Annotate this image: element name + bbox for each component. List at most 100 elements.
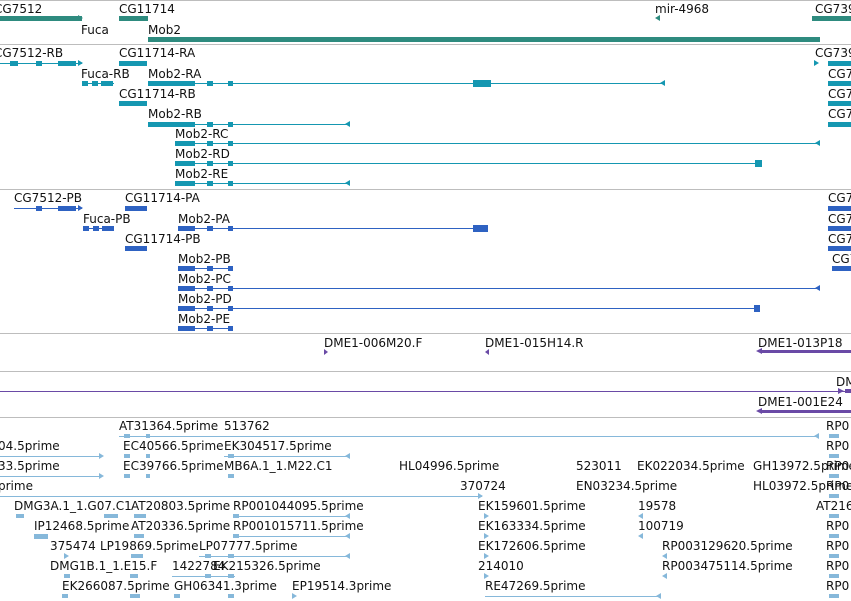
gene-label-cg739[interactable]: CG739 <box>815 2 851 16</box>
protein-label-cg7-4[interactable]: CG7 <box>832 252 851 266</box>
est-label[interactable]: DMG1B.1_1.E15.F <box>50 559 158 573</box>
gene-label-mob2[interactable]: Mob2 <box>148 23 181 37</box>
est-label[interactable]: DMG3A.1_1.G07.C1 <box>14 499 132 513</box>
est-label[interactable]: HL03972.5prime <box>753 479 851 493</box>
protein-exon <box>58 206 76 211</box>
protein-label-cg11714-pb[interactable]: CG11714-PB <box>125 232 201 246</box>
est-label[interactable]: LP19869.5prime <box>100 539 199 553</box>
transcript-label-mob2-rd[interactable]: Mob2-RD <box>175 147 230 161</box>
protein-label-mob2-pa[interactable]: Mob2-PA <box>178 212 230 226</box>
est-label[interactable]: AT31364.5prime <box>119 419 219 433</box>
est-label[interactable]: 513762 <box>224 419 270 433</box>
est-label[interactable]: 33.5prime <box>0 459 60 473</box>
protein-label-cg7-3[interactable]: CG7 <box>828 232 851 246</box>
est-label[interactable]: GH06341.3prime <box>174 579 277 593</box>
gene-label-fuca[interactable]: Fuca <box>81 23 109 37</box>
est-label[interactable]: GH13972.5prime <box>753 459 851 473</box>
est-label[interactable]: 214010 <box>478 559 524 573</box>
transcript-label-cg7-2[interactable]: CG7 <box>828 87 851 101</box>
transcript-label-mob2-rb[interactable]: Mob2-RB <box>148 107 202 121</box>
transcript-label-cg739-r[interactable]: CG739 <box>815 46 851 60</box>
est-label[interactable]: EK215326.5prime <box>213 559 321 573</box>
protein-exon <box>228 306 233 311</box>
transcript-exon <box>828 122 851 127</box>
est-label[interactable]: RP0 <box>826 559 850 573</box>
transcript-intron <box>175 163 762 164</box>
gene-feature-cg7512[interactable] <box>0 16 82 21</box>
est-label[interactable]: RP0 <box>826 539 850 553</box>
est-label[interactable]: RP0 <box>826 439 850 453</box>
gene-label-cg11714[interactable]: CG11714 <box>119 2 175 16</box>
gene-label-mir-4968[interactable]: mir-4968 <box>655 2 710 16</box>
est-label[interactable]: RE47269.5prime <box>485 579 586 593</box>
est-label[interactable]: RP003475114.5prime <box>662 559 793 573</box>
gene-feature-cg11714[interactable] <box>119 16 148 21</box>
protein-exon <box>178 226 195 231</box>
est-label[interactable]: 1422784 <box>172 559 226 573</box>
est-label[interactable]: EN03234.5prime <box>576 479 678 493</box>
est-label[interactable]: RP0 <box>826 419 850 433</box>
est-label[interactable]: AT216 <box>816 499 851 513</box>
protein-exon <box>228 266 233 271</box>
est-label[interactable]: RP0 <box>826 519 850 533</box>
clone-span-line <box>0 391 851 392</box>
est-label[interactable]: RP001044095.5prime <box>233 499 364 513</box>
est-label[interactable]: RP003129620.5prime <box>662 539 793 553</box>
est-label[interactable]: AT20336.5prime <box>131 519 231 533</box>
est-label[interactable]: prime <box>0 479 33 493</box>
est-label[interactable]: RP0 <box>826 579 850 593</box>
transcript-label-cg11714-ra[interactable]: CG11714-RA <box>119 46 196 60</box>
protein-label-cg7-1[interactable]: CG7 <box>828 191 851 205</box>
gene-feature-cg739[interactable] <box>812 16 851 21</box>
protein-label-mob2-pe[interactable]: Mob2-PE <box>178 312 231 326</box>
est-label[interactable]: RP0 <box>826 459 850 473</box>
transcript-label-cg11714-rb[interactable]: CG11714-RB <box>119 87 196 101</box>
est-label[interactable]: 375474 <box>50 539 96 553</box>
est-label[interactable]: IP12468.5prime <box>34 519 130 533</box>
est-label[interactable]: 19578 <box>638 499 677 513</box>
clone-label-dme1-001e24[interactable]: DME1-001E24 <box>758 395 843 409</box>
transcript-label-cg7-1[interactable]: CG7 <box>828 67 851 81</box>
est-arrow <box>345 513 350 519</box>
est-label[interactable]: EK163334.5prime <box>478 519 586 533</box>
protein-label-fuca-pb[interactable]: Fuca-PB <box>83 212 131 226</box>
clone-label-dm[interactable]: DM <box>836 375 851 389</box>
transcript-label-mob2-ra[interactable]: Mob2-RA <box>148 67 202 81</box>
clone-arrow <box>485 349 489 355</box>
est-label[interactable]: EK304517.5prime <box>224 439 332 453</box>
est-arrow <box>478 493 483 499</box>
est-label[interactable]: HL04996.5prime <box>399 459 500 473</box>
est-label[interactable]: 04.5prime <box>0 439 60 453</box>
est-label[interactable]: EP19514.3prime <box>292 579 392 593</box>
est-label[interactable]: MB6A.1_1.M22.C1 <box>224 459 333 473</box>
est-label[interactable]: EC40566.5prime <box>123 439 224 453</box>
est-label[interactable]: EK159601.5prime <box>478 499 586 513</box>
transcript-label-cg7-3[interactable]: CG7 <box>828 107 851 121</box>
protein-label-cg7-2[interactable]: CG7 <box>828 212 851 226</box>
est-label[interactable]: AT20803.5prime <box>131 499 231 513</box>
protein-label-mob2-pb[interactable]: Mob2-PB <box>178 252 231 266</box>
est-label[interactable]: EK022034.5prime <box>637 459 745 473</box>
est-label[interactable]: 370724 <box>460 479 506 493</box>
protein-label-cg11714-pa[interactable]: CG11714-PA <box>125 191 200 205</box>
protein-label-mob2-pc[interactable]: Mob2-PC <box>178 272 231 286</box>
est-label[interactable]: RP0 <box>826 479 850 493</box>
est-label[interactable]: EC39766.5prime <box>123 459 224 473</box>
clone-label-dme1-015h14-r[interactable]: DME1-015H14.R <box>485 336 584 350</box>
transcript-label-fuca-rb[interactable]: Fuca-RB <box>81 67 130 81</box>
transcript-label-mob2-re[interactable]: Mob2-RE <box>175 167 229 181</box>
est-label[interactable]: 523011 <box>576 459 622 473</box>
protein-label-mob2-pd[interactable]: Mob2-PD <box>178 292 232 306</box>
est-label[interactable]: LP07777.5prime <box>199 539 298 553</box>
protein-label-cg7512-pb[interactable]: CG7512-PB <box>14 191 83 205</box>
est-label[interactable]: EK266087.5prime <box>62 579 170 593</box>
gene-label-cg7512[interactable]: CG7512 <box>0 2 43 16</box>
gene-feature-mob2[interactable] <box>148 37 820 42</box>
transcript-label-cg7512-rb[interactable]: CG7512-RB <box>0 46 64 60</box>
est-label[interactable]: RP001015711.5prime <box>233 519 364 533</box>
clone-label-dme1-013p18[interactable]: DME1-013P18 <box>758 336 843 350</box>
est-label[interactable]: 100719 <box>638 519 684 533</box>
est-label[interactable]: EK172606.5prime <box>478 539 586 553</box>
transcript-label-mob2-rc[interactable]: Mob2-RC <box>175 127 229 141</box>
clone-label-dme1-006m20-f[interactable]: DME1-006M20.F <box>324 336 423 350</box>
